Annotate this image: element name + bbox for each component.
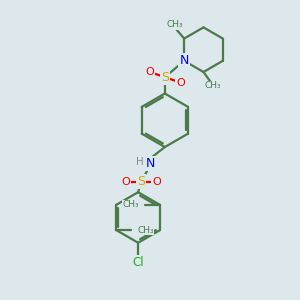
Text: O: O — [145, 67, 154, 77]
Text: H: H — [136, 158, 143, 167]
Text: CH₃: CH₃ — [204, 81, 221, 90]
Text: Cl: Cl — [132, 256, 144, 268]
Text: N: N — [146, 158, 156, 170]
Text: S: S — [161, 71, 169, 84]
Text: O: O — [152, 177, 161, 187]
Text: CH₃: CH₃ — [123, 200, 139, 209]
Text: O: O — [176, 77, 185, 88]
Text: CH₃: CH₃ — [167, 20, 184, 29]
Text: S: S — [137, 175, 145, 188]
Text: CH₃: CH₃ — [137, 226, 154, 235]
Text: O: O — [121, 177, 130, 187]
Text: N: N — [179, 54, 189, 67]
